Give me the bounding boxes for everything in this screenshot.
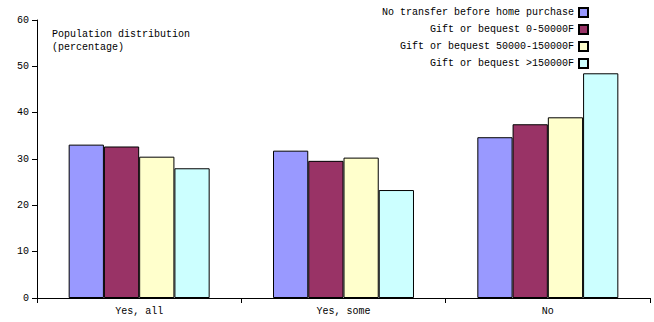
svg-text:Gift or bequest 50000-150000F: Gift or bequest 50000-150000F (400, 41, 574, 52)
svg-text:50: 50 (17, 61, 29, 72)
svg-text:Yes, some: Yes, some (316, 306, 370, 317)
svg-text:Gift or bequest 0-50000F: Gift or bequest 0-50000F (430, 24, 574, 35)
svg-text:Population distribution: Population distribution (52, 29, 190, 40)
svg-text:Gift or bequest >150000F: Gift or bequest >150000F (430, 58, 574, 69)
svg-text:No transfer before home purcha: No transfer before home purchase (382, 7, 574, 18)
svg-text:10: 10 (17, 246, 29, 257)
svg-text:0: 0 (23, 293, 29, 304)
svg-text:20: 20 (17, 200, 29, 211)
svg-text:(percentage): (percentage) (52, 42, 124, 53)
svg-text:30: 30 (17, 154, 29, 165)
svg-text:60: 60 (17, 15, 29, 26)
svg-text:Yes, all: Yes, all (115, 306, 163, 317)
svg-text:40: 40 (17, 107, 29, 118)
svg-text:No: No (542, 306, 554, 317)
